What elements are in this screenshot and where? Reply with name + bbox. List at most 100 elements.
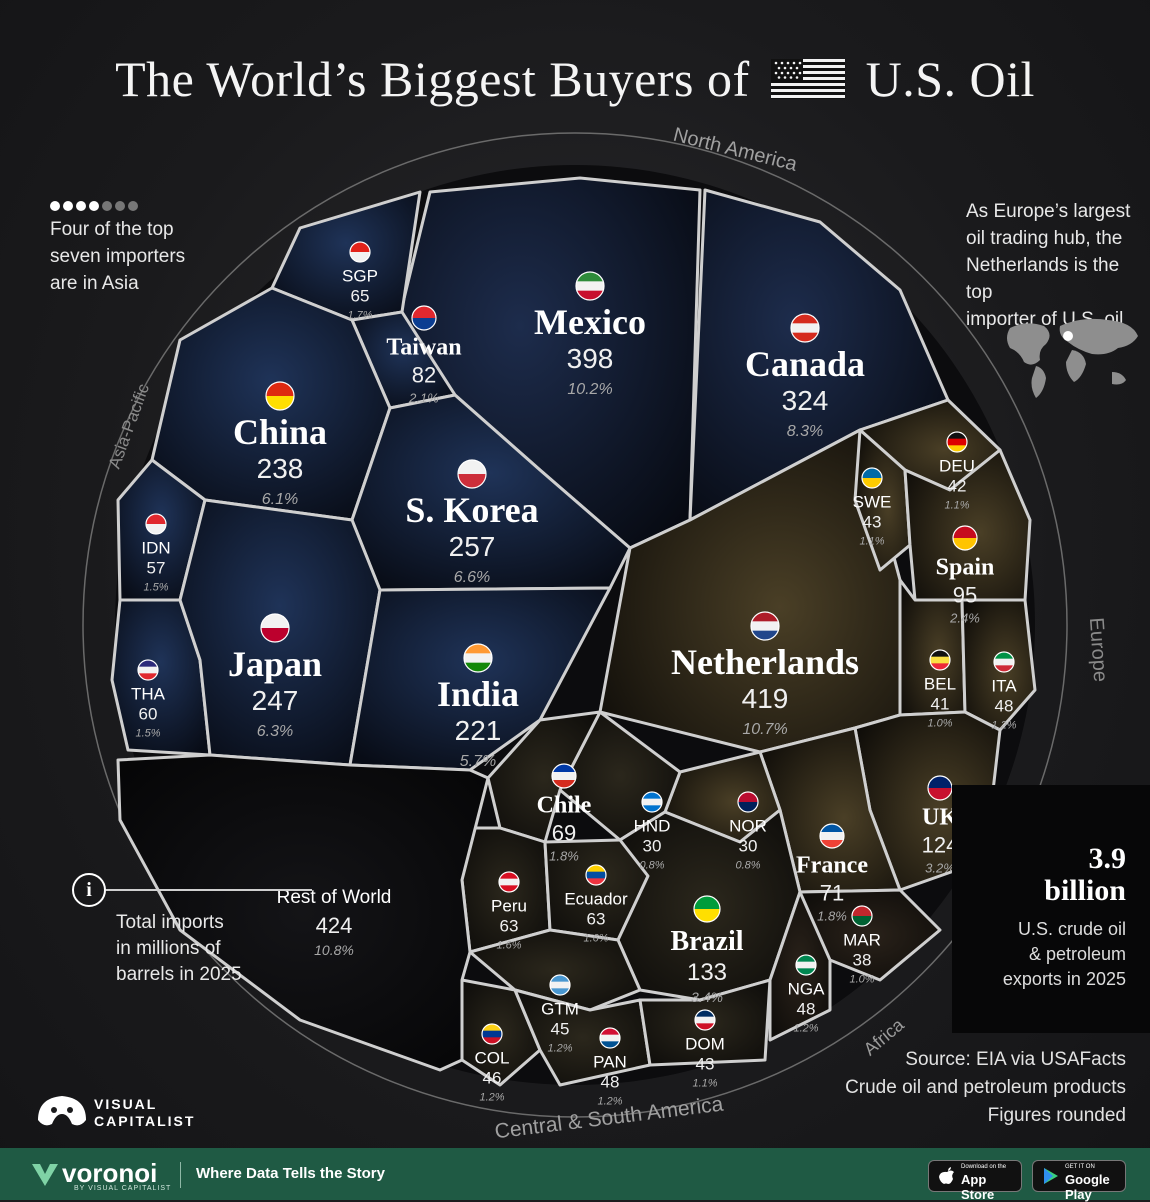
cell-mar: [798, 888, 942, 982]
value-tha: 60: [139, 704, 158, 723]
google-play-icon: [1044, 1168, 1058, 1184]
label-pan: PAN: [593, 1052, 627, 1071]
flag-nga-icon: [795, 954, 817, 976]
label-sgp: SGP: [342, 266, 378, 285]
share-ita: 1.2%: [991, 719, 1016, 731]
region-asia-pacific: Asia-Pacific: [105, 381, 153, 471]
label-china: China: [233, 412, 327, 452]
flag-netherlands-icon: [750, 611, 780, 641]
value-swe: 43: [863, 512, 882, 531]
label-s-korea: S. Korea: [405, 490, 538, 530]
label-ita: ITA: [991, 676, 1017, 695]
flag-tha-icon: [137, 659, 159, 681]
asia-dots: [50, 198, 141, 216]
flag-dom-icon: [694, 1009, 716, 1031]
footer-bar: voronoi BY VISUAL CAPITALIST Where Data …: [0, 1148, 1150, 1202]
flag-col-icon: [481, 1023, 503, 1045]
share-sgp: 1.7%: [347, 309, 372, 321]
share-canada: 8.3%: [787, 423, 823, 440]
share-spain: 2.4%: [949, 611, 980, 626]
value-spain: 95: [953, 583, 977, 608]
share-netherlands: 10.7%: [742, 721, 787, 738]
value-deu: 42: [948, 476, 967, 495]
map-highlight-dot: [1063, 331, 1073, 341]
label-tha: THA: [131, 684, 166, 703]
label-chile: Chile: [537, 793, 592, 819]
asia-note: Four of the top seven importers are in A…: [50, 219, 186, 294]
value-chile: 69: [552, 821, 576, 846]
value-brazil: 133: [687, 959, 727, 986]
share-hnd: 0.8%: [639, 859, 664, 871]
apple-icon: [939, 1167, 954, 1184]
flag-uk-icon: [927, 775, 953, 801]
flag-mexico-icon: [575, 271, 605, 301]
share-pan: 1.2%: [597, 1095, 622, 1107]
voronoi-logo-icon: [32, 1164, 58, 1186]
share-tha: 1.5%: [135, 727, 160, 739]
value-pan: 48: [601, 1072, 620, 1091]
label-peru: Peru: [491, 896, 527, 915]
region-europe: Europe: [1085, 617, 1111, 683]
share-taiwan: 2.1%: [408, 391, 439, 406]
label-taiwan: Taiwan: [386, 335, 461, 361]
share-france: 1.8%: [817, 909, 847, 924]
footer-separator: [180, 1162, 181, 1188]
share-nor: 0.8%: [735, 859, 760, 871]
flag-spain-icon: [952, 525, 978, 551]
share-nga: 1.2%: [793, 1022, 818, 1034]
value-taiwan: 82: [412, 363, 436, 388]
label-mexico: Mexico: [534, 302, 646, 342]
label-nor: NOR: [729, 816, 767, 835]
label-france: France: [796, 853, 868, 879]
cell-india: [348, 586, 612, 772]
share-chile: 1.8%: [549, 849, 579, 864]
google-play-button[interactable]: GET IT ON Google Play: [1032, 1160, 1126, 1202]
label-brazil: Brazil: [670, 926, 743, 957]
voronoi-brand[interactable]: voronoi: [62, 1158, 158, 1188]
label-rest-of-world: Rest of World: [277, 887, 392, 908]
value-rest-of-world: 424: [316, 913, 353, 938]
flag-brazil-icon: [693, 895, 721, 923]
total-exports-box: 3.9 billion U.S. crude oil & petroleum e…: [952, 785, 1150, 1033]
app-store-button[interactable]: Download on the App Store: [928, 1160, 1022, 1202]
flag-taiwan-icon: [411, 305, 437, 331]
value-nga: 48: [797, 999, 816, 1018]
label-ecuador: Ecuador: [564, 889, 628, 908]
legend-note: Total imports in millions of barrels in …: [116, 912, 242, 985]
flag-mar-icon: [851, 905, 873, 927]
us-flag-icon: [770, 59, 845, 99]
flag-sgp-icon: [349, 241, 371, 263]
share-rest-of-world: 10.8%: [314, 942, 354, 958]
visual-capitalist-logo[interactable]: VISUAL CAPITALIST: [34, 1086, 224, 1136]
share-india: 5.7%: [460, 753, 496, 770]
flag-ecuador-icon: [585, 864, 607, 886]
value-idn: 57: [147, 558, 166, 577]
share-mar: 1.0%: [849, 973, 874, 985]
visual-capitalist-mark-icon: [38, 1096, 86, 1126]
value-s-korea: 257: [449, 531, 496, 562]
value-hnd: 30: [643, 836, 662, 855]
share-china: 6.1%: [262, 491, 298, 508]
label-hnd: HND: [634, 816, 671, 835]
flag-hnd-icon: [641, 791, 663, 813]
value-ecuador: 63: [587, 909, 606, 928]
value-dom: 43: [696, 1054, 715, 1073]
value-mar: 38: [853, 950, 872, 969]
value-india: 221: [455, 715, 502, 746]
label-gtm: GTM: [541, 999, 579, 1018]
share-japan: 6.3%: [257, 723, 293, 740]
share-bel: 1.0%: [927, 717, 952, 729]
info-icon: i: [72, 873, 106, 907]
flag-s-korea-icon: [457, 459, 487, 489]
value-peru: 63: [500, 916, 519, 935]
share-swe: 1.1%: [859, 535, 884, 547]
share-mexico: 10.2%: [567, 381, 612, 398]
footer-tagline: Where Data Tells the Story: [196, 1165, 385, 1182]
value-canada: 324: [782, 385, 829, 416]
label-idn: IDN: [141, 538, 170, 557]
label-col: COL: [475, 1048, 510, 1067]
value-gtm: 45: [551, 1019, 570, 1038]
flag-france-icon: [819, 823, 845, 849]
